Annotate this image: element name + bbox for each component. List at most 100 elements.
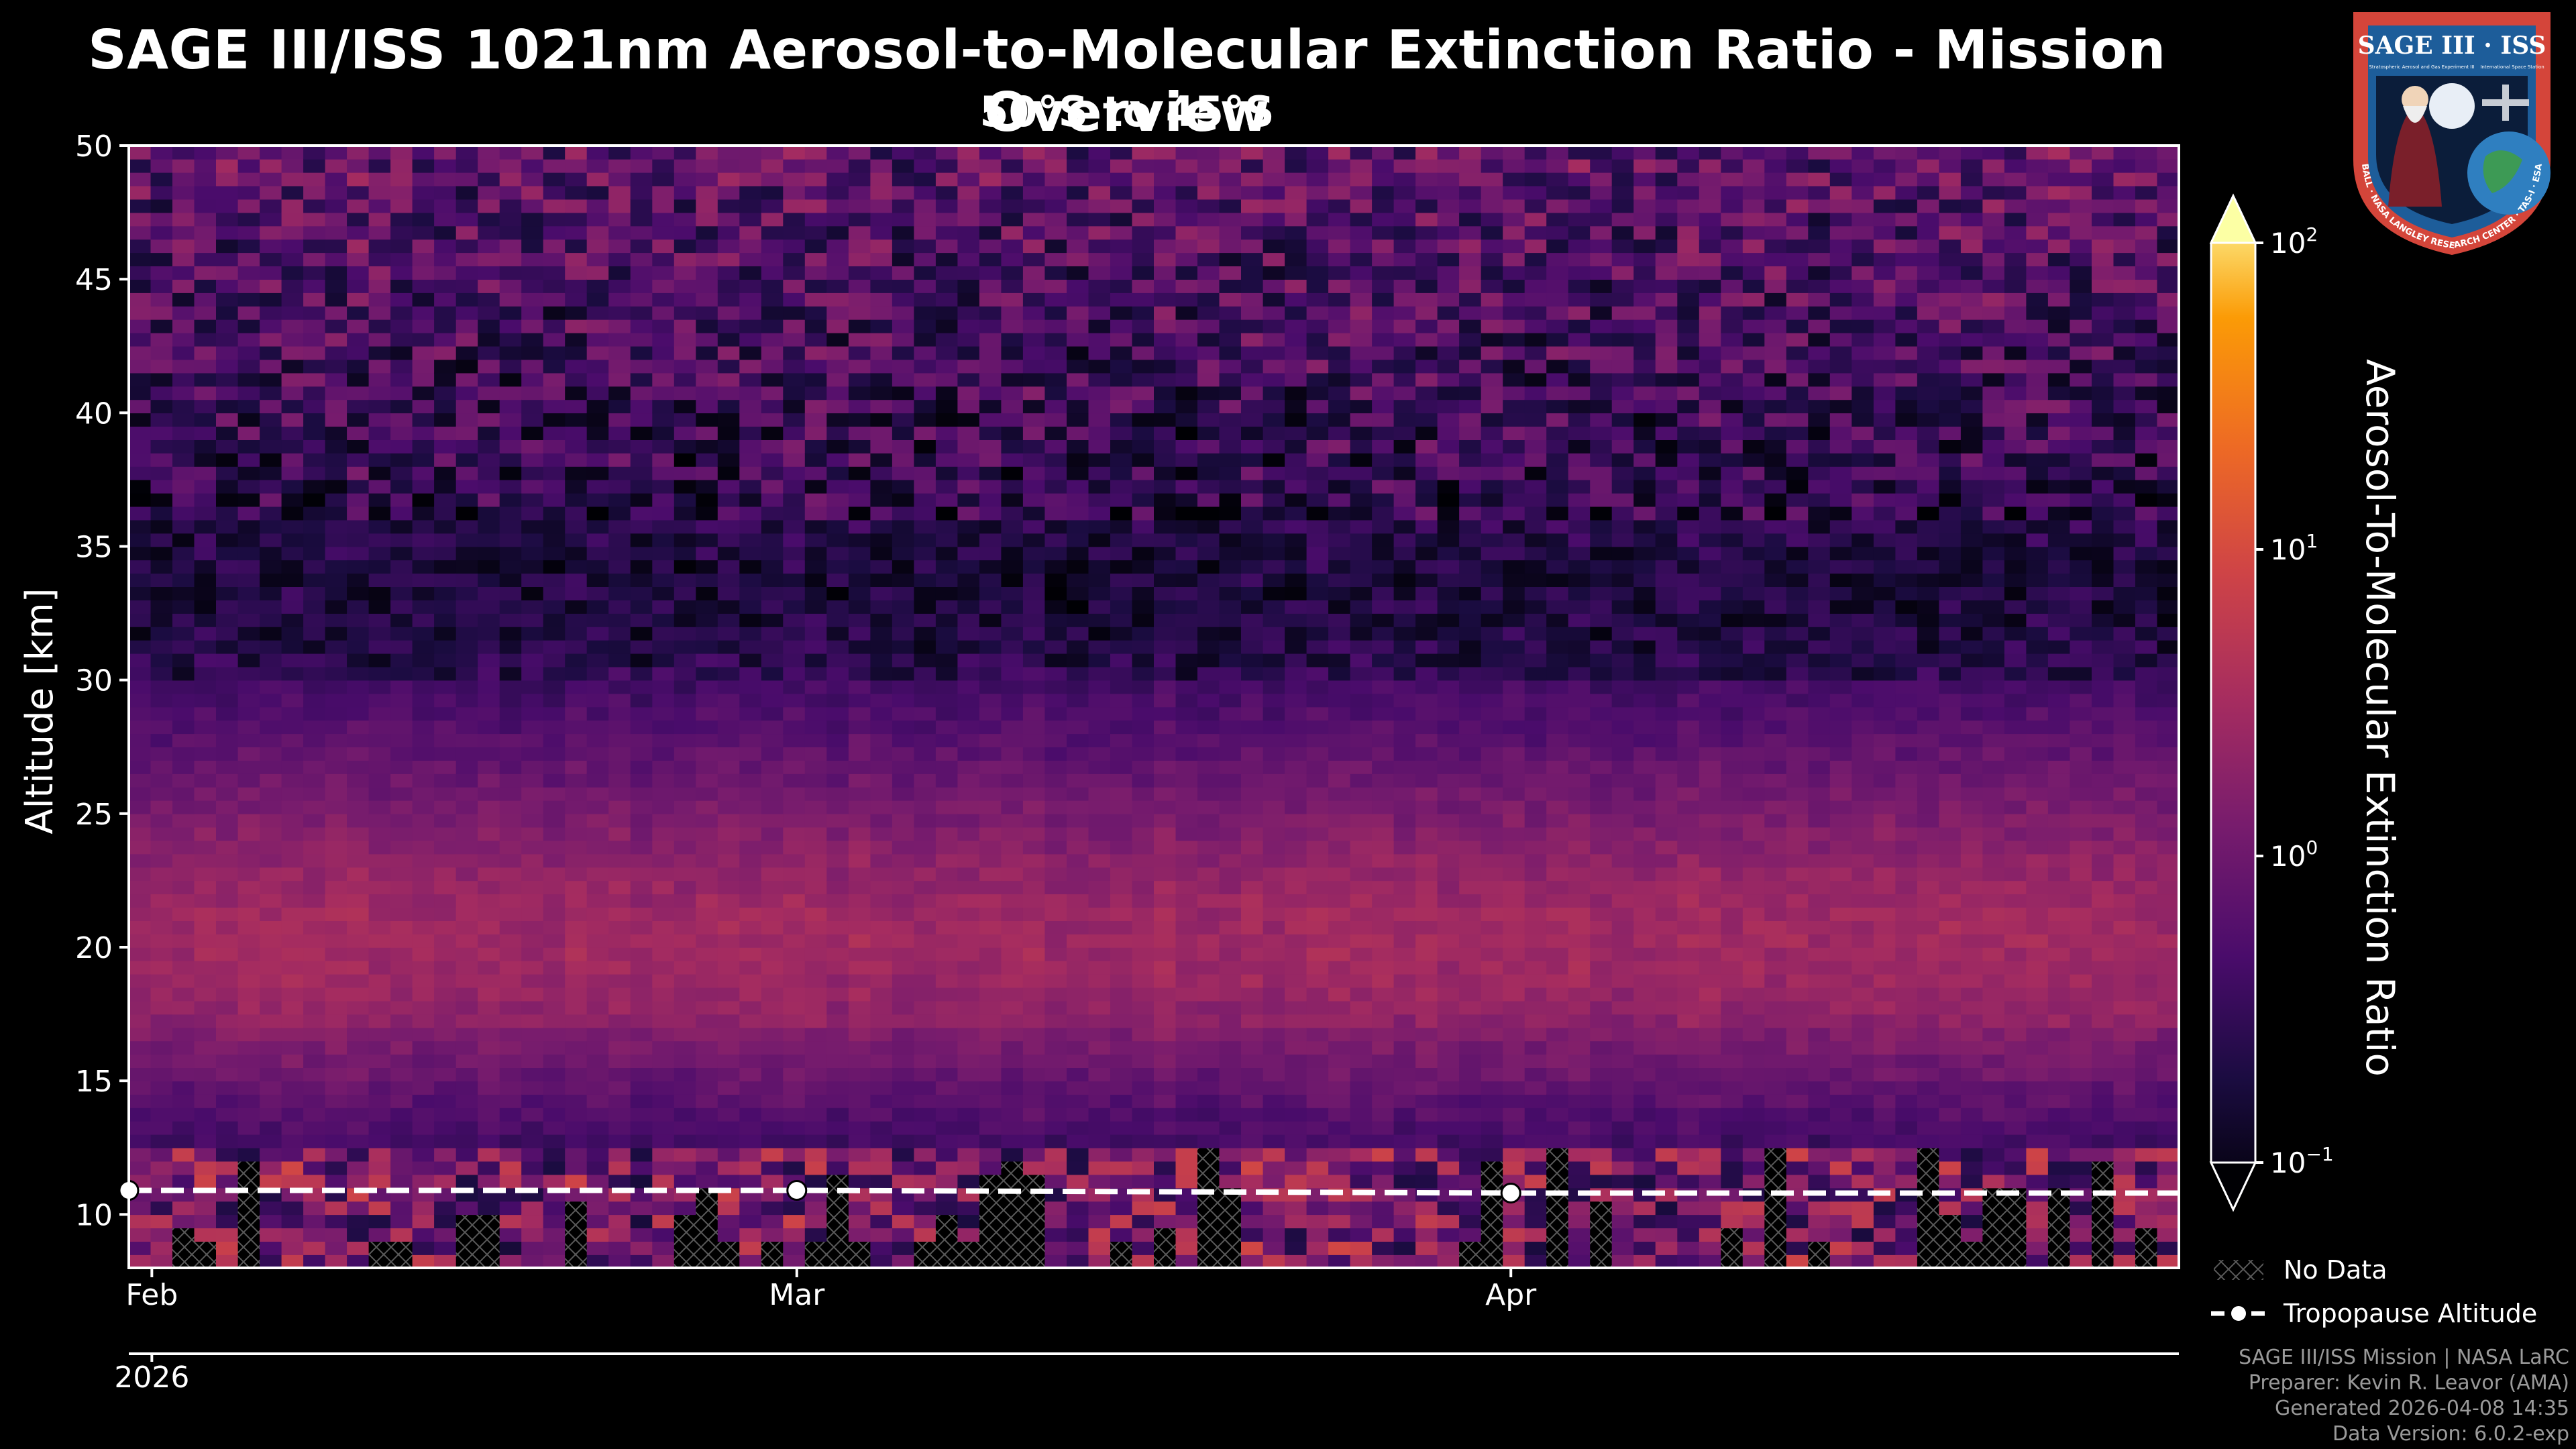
heatmap-cell — [674, 413, 697, 427]
heatmap-cell — [739, 453, 762, 467]
heatmap-cell — [914, 479, 936, 494]
heatmap-cell — [848, 733, 871, 747]
heatmap-cell — [194, 199, 217, 213]
heatmap-cell — [565, 172, 588, 186]
heatmap-cell — [717, 1067, 741, 1081]
heatmap-cell — [892, 292, 915, 307]
heatmap-cell — [804, 973, 828, 988]
heatmap-cell — [150, 158, 173, 173]
heatmap-cell — [150, 252, 173, 266]
heatmap-cell — [935, 826, 959, 841]
heatmap-cell — [1241, 1094, 1264, 1108]
heatmap-cell — [325, 158, 347, 173]
heatmap-cell — [565, 185, 588, 200]
heatmap-cell — [1372, 639, 1395, 654]
heatmap-cell — [368, 1161, 391, 1175]
heatmap-cell — [1197, 773, 1220, 788]
heatmap-cell — [1372, 680, 1395, 694]
heatmap-cell — [150, 146, 173, 160]
heatmap-cell — [1022, 826, 1046, 841]
heatmap-cell — [1263, 840, 1285, 855]
heatmap-cell — [914, 1108, 936, 1122]
heatmap-cell — [608, 386, 631, 400]
heatmap-cell — [608, 292, 631, 307]
heatmap-cell — [630, 706, 653, 721]
heatmap-cell — [1067, 586, 1089, 600]
heatmap-cell — [586, 1214, 609, 1228]
heatmap-cell — [630, 987, 653, 1002]
heatmap-cell — [543, 306, 566, 320]
heatmap-cell — [1154, 894, 1177, 908]
heatmap-cell — [586, 960, 609, 975]
heatmap-cell — [1001, 787, 1024, 801]
heatmap-cell — [499, 1241, 522, 1255]
heatmap-cell — [565, 1174, 588, 1189]
heatmap-cell — [237, 680, 260, 694]
heatmap-cell — [521, 1054, 544, 1068]
heatmap-cell — [1393, 867, 1416, 881]
heatmap-cell — [303, 252, 326, 266]
heatmap-cell — [543, 1000, 566, 1015]
heatmap-cell — [1110, 867, 1133, 881]
heatmap-cell — [129, 146, 152, 160]
heatmap-cell — [303, 1161, 326, 1175]
heatmap-cell — [150, 666, 173, 681]
heatmap-cell — [848, 639, 871, 654]
heatmap-cell — [434, 319, 457, 333]
heatmap-cell — [237, 773, 260, 788]
heatmap-cell — [1175, 1241, 1198, 1255]
heatmap-cell — [521, 1241, 544, 1255]
heatmap-cell — [870, 1040, 893, 1055]
heatmap-cell — [848, 1108, 871, 1122]
heatmap-cell — [325, 506, 347, 521]
heatmap-cell — [608, 185, 631, 200]
heatmap-cell — [826, 947, 849, 961]
heatmap-cell — [674, 252, 697, 266]
heatmap-cell — [216, 1108, 239, 1122]
heatmap-cell — [325, 947, 347, 961]
heatmap-cell — [652, 359, 675, 374]
heatmap-cell — [717, 627, 741, 641]
heatmap-cell — [1263, 1228, 1285, 1242]
heatmap-cell — [194, 920, 217, 934]
heatmap-cell — [870, 1201, 893, 1216]
heatmap-cell — [1350, 934, 1373, 948]
heatmap-cell — [347, 1147, 370, 1162]
heatmap-cell — [1132, 279, 1155, 293]
heatmap-cell — [1175, 894, 1198, 908]
heatmap-cell — [543, 439, 566, 453]
heatmap-cell — [826, 867, 849, 881]
heatmap-cell — [1110, 813, 1133, 828]
heatmap-cell — [325, 733, 347, 747]
heatmap-cell — [1393, 199, 1416, 213]
heatmap-cell — [696, 492, 718, 507]
heatmap-cell — [739, 332, 762, 347]
heatmap-cell — [347, 466, 370, 480]
heatmap-cell — [172, 546, 195, 561]
heatmap-cell — [1110, 706, 1133, 721]
heatmap-cell — [412, 292, 435, 307]
heatmap-cell — [1088, 1174, 1111, 1189]
heatmap-cell — [739, 479, 762, 494]
heatmap-cell — [478, 653, 500, 667]
heatmap-cell — [1372, 1000, 1395, 1015]
heatmap-cell — [1001, 1108, 1024, 1122]
heatmap-cell — [347, 960, 370, 975]
heatmap-cell — [1110, 1161, 1133, 1175]
heatmap-cell — [129, 800, 152, 814]
heatmap-cell — [1132, 399, 1155, 414]
heatmap-cell — [761, 666, 784, 681]
heatmap-cell — [1372, 1108, 1395, 1122]
heatmap-cell — [1044, 559, 1067, 574]
heatmap-cell — [390, 372, 413, 387]
heatmap-cell — [630, 1108, 653, 1122]
heatmap-cell — [870, 1228, 893, 1242]
heatmap-cell — [848, 345, 871, 360]
heatmap-cell — [914, 773, 936, 788]
heatmap-cell — [521, 773, 544, 788]
heatmap-cell — [1175, 439, 1198, 453]
heatmap-cell — [325, 426, 347, 440]
heatmap-cell — [1110, 413, 1133, 427]
heatmap-cell — [739, 1094, 762, 1108]
heatmap-cell — [1263, 319, 1285, 333]
